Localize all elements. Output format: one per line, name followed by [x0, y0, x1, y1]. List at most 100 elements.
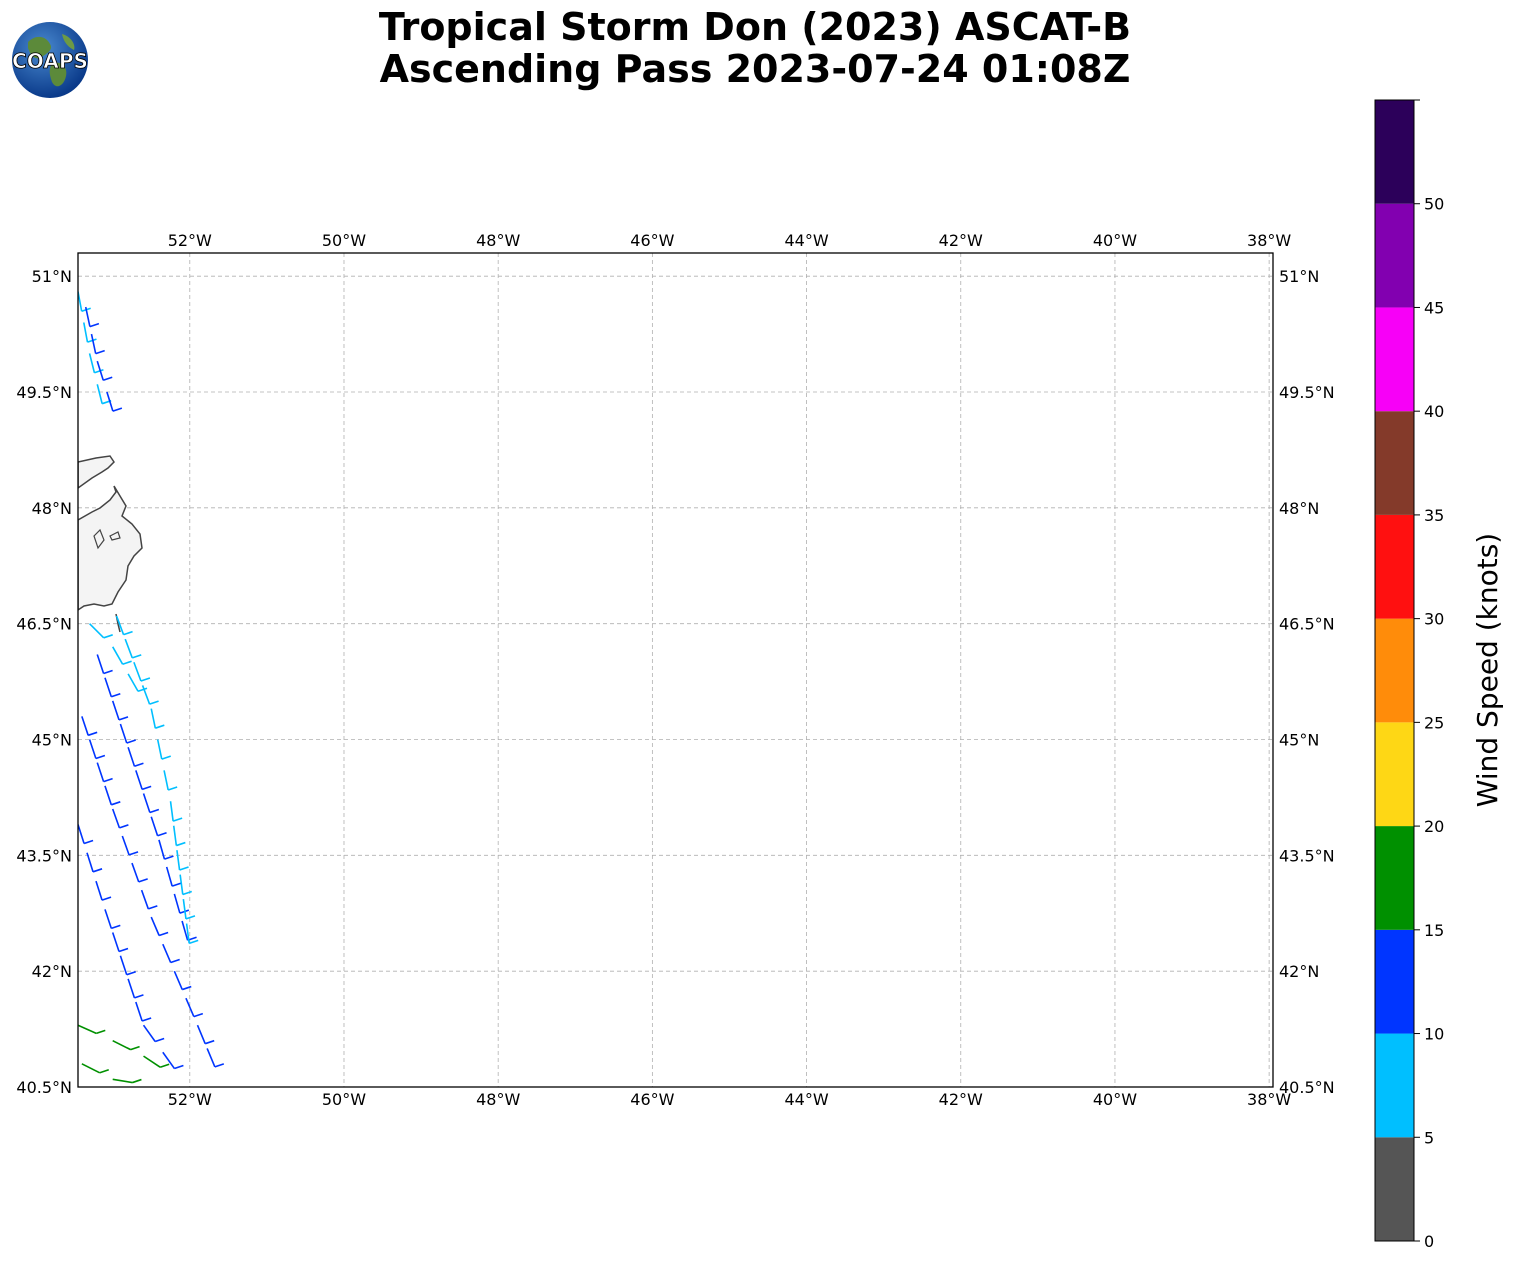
wind-barb-flag	[87, 731, 98, 737]
lat-tick-label-right: 49.5°N	[1279, 383, 1335, 402]
wind-barb-flag	[154, 1037, 165, 1043]
wind-barb	[196, 1024, 206, 1044]
lat-tick-label-left: 45°N	[32, 731, 72, 750]
lat-tick-label-left: 40.5°N	[16, 1078, 72, 1097]
wind-barb	[143, 1055, 161, 1068]
wind-barb	[111, 932, 120, 952]
wind-barb	[150, 916, 160, 936]
wind-barb	[121, 835, 130, 856]
wind-barb-flag	[185, 915, 196, 920]
wind-barb-flag	[171, 882, 182, 887]
lat-tick-label-left: 51°N	[32, 267, 72, 286]
wind-barb	[127, 673, 139, 692]
wind-barb-flag	[140, 677, 151, 682]
wind-barb-flag	[158, 931, 169, 937]
colorbar-tick-label: 45	[1424, 298, 1444, 317]
lon-tick-label-top: 44°W	[784, 231, 828, 250]
wind-barb-flag	[118, 716, 129, 721]
wind-barb-flag	[157, 831, 167, 837]
wind-barb	[112, 1078, 133, 1084]
wind-barb-flag	[176, 841, 186, 847]
wind-barb-flag	[111, 801, 121, 806]
wind-barb	[181, 920, 189, 941]
lon-tick-label-top: 46°W	[630, 231, 674, 250]
wind-barb	[162, 1051, 176, 1069]
colorbar-bin	[1375, 826, 1414, 930]
colorbar-tick-label: 25	[1424, 713, 1444, 732]
wind-barb	[124, 638, 133, 659]
wind-barb	[140, 889, 150, 910]
colorbar-frame	[1374, 99, 1415, 1242]
colorbar: 0 5 10 15 20 25 30 35 40 45 50	[1374, 99, 1444, 1251]
wind-barb-flag	[193, 1012, 204, 1018]
colorbar-tick-label: 50	[1424, 195, 1444, 214]
wind-barb-flag	[112, 407, 123, 412]
wind-barb-flag	[204, 1039, 215, 1045]
wind-barb-flag	[159, 1063, 170, 1068]
wind-barb-flag	[128, 851, 139, 856]
page-title: Tropical Storm Don (2023) ASCAT-B Ascend…	[250, 6, 1260, 90]
colorbar-tick-label: 10	[1424, 1025, 1444, 1044]
wind-barb-flag	[95, 754, 106, 760]
wind-barb	[185, 997, 195, 1017]
colorbar-bin	[1375, 514, 1414, 619]
wind-barb-flag	[94, 369, 104, 374]
wind-barb-flag	[122, 660, 132, 665]
wind-barb	[165, 866, 173, 887]
wind-barb-flag	[111, 692, 121, 698]
wind-barb-flag	[123, 630, 133, 636]
wind-barb	[78, 1024, 97, 1035]
wind-barb	[111, 700, 120, 721]
colorbar-bin	[1375, 100, 1414, 204]
wind-barb	[88, 353, 96, 373]
wind-barb-flag	[103, 777, 113, 783]
colorbar-label: Wind Speed (knots)	[1471, 533, 1504, 807]
wind-barb	[96, 762, 105, 782]
wind-barb-flag	[155, 724, 165, 729]
wind-barb-flag	[134, 994, 144, 999]
lon-tick-label-bottom: 40°W	[1093, 1090, 1137, 1109]
colorbar-tick-label: 35	[1424, 506, 1444, 525]
wind-barb-flag	[137, 687, 148, 692]
colorbar-bin	[1375, 411, 1414, 515]
wind-barb	[81, 716, 89, 736]
lat-tick-label-right: 51°N	[1279, 267, 1319, 286]
wind-barb-flag	[130, 1045, 140, 1051]
wind-barb	[84, 306, 91, 327]
coaps-logo: COAPS	[12, 22, 88, 98]
wind-barb	[119, 723, 128, 744]
wind-barb-flag	[102, 376, 113, 381]
lon-tick-label-bottom: 50°W	[322, 1090, 366, 1109]
wind-barb	[112, 1039, 131, 1051]
wind-barb-flag	[103, 634, 113, 639]
colorbar-tick-label: 15	[1424, 921, 1444, 940]
wind-barb-flag	[161, 755, 171, 760]
wind-barb	[142, 1024, 156, 1042]
wind-barb-flag	[99, 1069, 109, 1074]
wind-barb-flag	[181, 985, 192, 991]
wind-barb	[127, 978, 136, 999]
colorbar-tick-label: 20	[1424, 817, 1444, 836]
wind-barb-flag	[141, 1017, 152, 1022]
wind-barb-flag	[103, 669, 113, 675]
wind-barb	[88, 739, 97, 759]
wind-barb-flag	[174, 1064, 184, 1070]
wind-barb	[81, 1063, 101, 1074]
lon-tick-label-top: 42°W	[939, 231, 983, 250]
title-line-1: Tropical Storm Don (2023) ASCAT-B	[378, 5, 1132, 49]
lat-tick-label-left: 46.5°N	[16, 615, 72, 634]
lat-tick-label-right: 40.5°N	[1279, 1078, 1335, 1097]
wind-barb	[150, 708, 157, 729]
land-layer	[78, 455, 143, 633]
lake-outline	[109, 531, 121, 541]
wind-barb-flag	[172, 817, 183, 822]
wind-barb-flag	[92, 868, 103, 873]
wind-barb	[176, 850, 181, 871]
wind-barb	[173, 970, 183, 990]
lat-tick-label-left: 43.5°N	[16, 846, 72, 865]
wind-barb	[141, 685, 151, 705]
wind-barb	[169, 801, 174, 822]
wind-barb	[86, 852, 94, 873]
avalon-peninsula	[93, 528, 105, 550]
wind-barb-flag	[89, 322, 100, 328]
